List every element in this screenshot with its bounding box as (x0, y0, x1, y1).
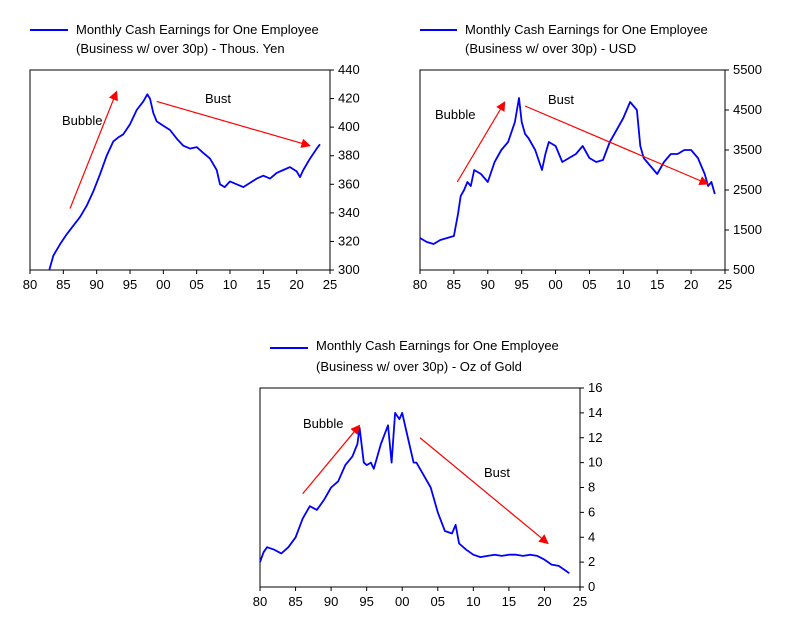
y-tick-label: 340 (338, 205, 360, 220)
y-tick-label: 4500 (733, 102, 762, 117)
plot-frame (29, 69, 331, 271)
x-tick-label: 80 (23, 277, 37, 292)
chart-title-line-1: Monthly Cash Earnings for One Employee (76, 22, 319, 37)
x-tick-label: 85 (56, 277, 70, 292)
y-tick-label: 8 (588, 480, 595, 495)
y-tick-label: 14 (588, 405, 602, 420)
annotation-label-bust: Bust (548, 92, 574, 107)
x-tick-label: 00 (395, 594, 409, 609)
chart-panel-2: Monthly Cash Earnings for One Employee (B… (413, 22, 762, 292)
x-tick-label: 15 (650, 277, 664, 292)
x-tick-label: 95 (514, 277, 528, 292)
y-tick-label: 300 (338, 262, 360, 277)
annotation-arrow-bubble (69, 90, 118, 209)
y-tick-label: 2500 (733, 182, 762, 197)
y-tick-label: 10 (588, 455, 602, 470)
y-tick-label: 5500 (733, 62, 762, 77)
annotation-arrow-bust (524, 105, 709, 186)
x-tick-label: 10 (466, 594, 480, 609)
chart-title-line-2: (Business w/ over 30p) - Oz of Gold (316, 359, 522, 374)
chart-panel-3: Monthly Cash Earnings for One Employee (B… (253, 338, 603, 609)
x-tick-label: 05 (189, 277, 203, 292)
x-tick-label: 90 (481, 277, 495, 292)
series-line (259, 412, 570, 575)
plot-frame (419, 69, 726, 271)
y-tick-label: 2 (588, 554, 595, 569)
annotation-arrow-bubble (302, 424, 361, 495)
x-tick-label: 25 (718, 277, 732, 292)
x-tick-label: 90 (89, 277, 103, 292)
annotation-label-bubble: Bubble (62, 113, 102, 128)
y-tick-label: 16 (588, 380, 602, 395)
x-tick-label: 15 (502, 594, 516, 609)
x-tick-label: 20 (684, 277, 698, 292)
x-tick-label: 00 (548, 277, 562, 292)
chart-title-line-2: (Business w/ over 30p) - Thous. Yen (76, 41, 285, 56)
chart-title-line-1: Monthly Cash Earnings for One Employee (316, 338, 559, 353)
y-tick-label: 380 (338, 148, 360, 163)
y-tick-label: 400 (338, 119, 360, 134)
annotation-arrow-bubble (456, 101, 506, 183)
annotation-label-bust: Bust (205, 91, 231, 106)
x-tick-label: 25 (323, 277, 337, 292)
annotation-label-bubble: Bubble (303, 416, 343, 431)
x-tick-label: 00 (156, 277, 170, 292)
chart-title-line-1: Monthly Cash Earnings for One Employee (465, 22, 708, 37)
chart-panel-1: Monthly Cash Earnings for One Employee (B… (23, 22, 360, 292)
x-tick-label: 20 (289, 277, 303, 292)
series-line (419, 97, 716, 245)
y-tick-label: 12 (588, 430, 602, 445)
y-tick-label: 6 (588, 504, 595, 519)
chart-title-line-2: (Business w/ over 30p) - USD (465, 41, 636, 56)
x-tick-label: 80 (253, 594, 267, 609)
annotation-arrow-bust (419, 437, 549, 545)
x-tick-label: 95 (123, 277, 137, 292)
y-tick-label: 500 (733, 262, 755, 277)
y-tick-label: 320 (338, 233, 360, 248)
y-tick-label: 4 (588, 529, 595, 544)
y-tick-label: 3500 (733, 142, 762, 157)
x-tick-label: 85 (447, 277, 461, 292)
x-tick-label: 20 (537, 594, 551, 609)
x-tick-label: 05 (431, 594, 445, 609)
x-tick-label: 10 (616, 277, 630, 292)
series-line (48, 93, 321, 271)
x-tick-label: 15 (256, 277, 270, 292)
x-tick-label: 90 (324, 594, 338, 609)
y-tick-label: 1500 (733, 222, 762, 237)
x-tick-label: 80 (413, 277, 427, 292)
y-tick-label: 440 (338, 62, 360, 77)
annotation-label-bubble: Bubble (435, 107, 475, 122)
x-tick-label: 95 (359, 594, 373, 609)
annotation-arrow-bust (156, 100, 311, 148)
x-tick-label: 05 (582, 277, 596, 292)
y-tick-label: 360 (338, 176, 360, 191)
x-tick-label: 10 (223, 277, 237, 292)
y-tick-label: 0 (588, 579, 595, 594)
y-tick-label: 420 (338, 91, 360, 106)
x-tick-label: 25 (573, 594, 587, 609)
annotation-label-bust: Bust (484, 465, 510, 480)
x-tick-label: 85 (288, 594, 302, 609)
